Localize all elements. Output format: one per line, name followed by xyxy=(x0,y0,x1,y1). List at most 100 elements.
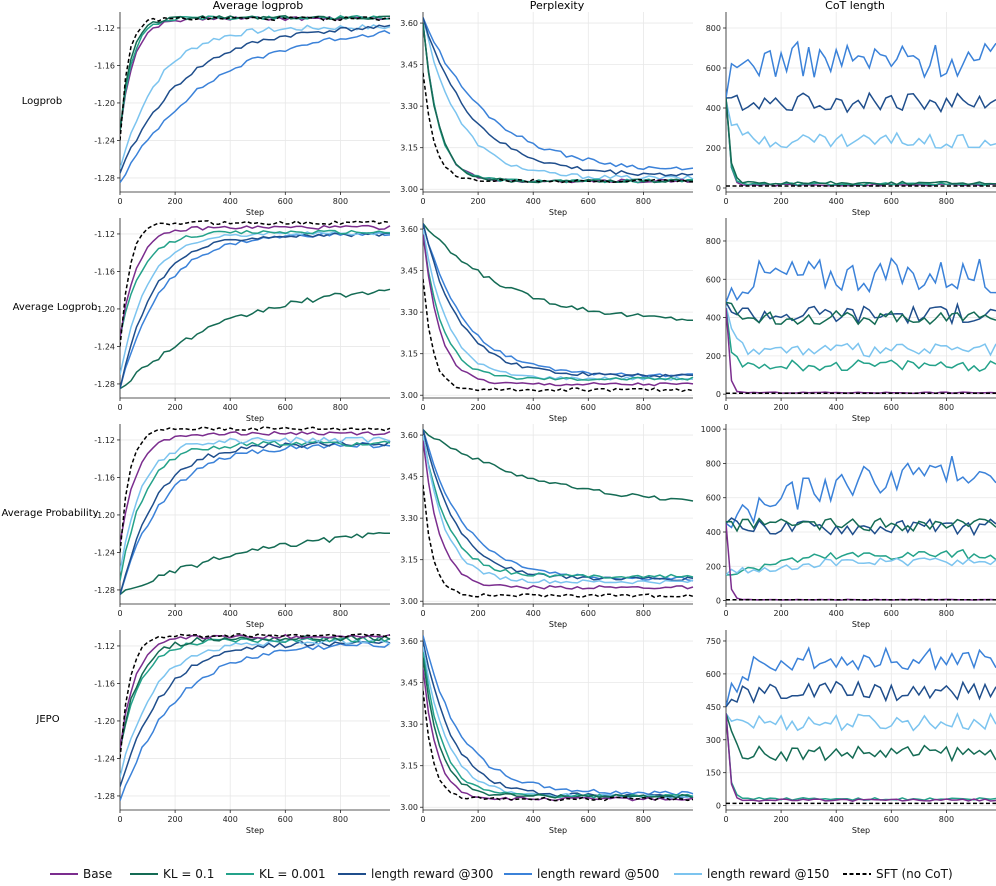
legend-item-lr150: length reward @150 xyxy=(674,867,829,881)
x-tick-label: 400 xyxy=(223,197,238,206)
series-line-lr500 xyxy=(726,257,996,303)
series-line-lr500 xyxy=(120,29,391,184)
x-tick-label: 400 xyxy=(829,403,844,412)
y-tick-label: -1.12 xyxy=(94,642,115,651)
y-tick-label: -1.12 xyxy=(94,24,115,33)
x-axis-label: Step xyxy=(246,620,264,629)
series-line-lr300 xyxy=(726,517,996,537)
x-tick-label: 400 xyxy=(526,403,541,412)
y-tick-label: 3.15 xyxy=(400,762,418,771)
series-line-lr150 xyxy=(120,23,391,169)
y-tick-label: -1.24 xyxy=(94,136,115,145)
y-tick-label: -1.20 xyxy=(94,99,115,108)
series-line-sft xyxy=(120,15,391,141)
series-line-lr500 xyxy=(423,429,694,582)
chart-panel: 0 200 400 600 800 0 150 300 450 600 750 Step xyxy=(706,630,996,835)
x-tick-label: 400 xyxy=(223,403,238,412)
row-label-average-logprob: Average Logprob xyxy=(13,302,98,313)
y-tick-label: 3.45 xyxy=(400,61,418,70)
series-line-kl01 xyxy=(120,634,391,750)
x-tick-label: 800 xyxy=(939,197,954,206)
series-line-kl01 xyxy=(726,517,996,533)
series-line-kl01 xyxy=(726,301,996,326)
x-tick-label: 0 xyxy=(723,609,728,618)
legend-label: Base xyxy=(83,867,112,881)
y-tick-label: 3.60 xyxy=(400,431,418,440)
chart-panel: 0 200 400 600 800 -1.28 -1.24 -1.20 -1.16 -1.12 St… xyxy=(94,218,391,423)
chart-panel: 0 200 400 600 800 3.00 3.15 3.30 3.45 3.60 Step xyxy=(400,218,694,423)
series-line-lr300 xyxy=(726,91,996,114)
x-axis-label: Step xyxy=(246,208,264,217)
series-line-kl01 xyxy=(726,97,996,186)
series-line-base xyxy=(423,668,694,802)
y-tick-label: -1.28 xyxy=(94,380,115,389)
chart-panel: 0 200 400 600 800 0 200 400 600 800 1000 Step xyxy=(701,424,996,629)
series-line-lr500 xyxy=(423,17,694,171)
series-line-kl0001 xyxy=(726,307,996,372)
x-tick-label: 800 xyxy=(636,197,651,206)
x-tick-label: 800 xyxy=(939,609,954,618)
x-tick-label: 0 xyxy=(117,609,122,618)
series-line-lr300 xyxy=(120,640,391,787)
y-tick-label: 3.15 xyxy=(400,144,418,153)
y-tick-label: -1.28 xyxy=(94,174,115,183)
x-tick-label: 600 xyxy=(581,403,596,412)
y-tick-label: 3.60 xyxy=(400,19,418,28)
y-tick-label: -1.20 xyxy=(94,717,115,726)
x-tick-label: 800 xyxy=(333,403,348,412)
x-axis-label: Step xyxy=(852,620,870,629)
x-tick-label: 200 xyxy=(167,815,182,824)
legend-item-kl0001: KL = 0.001 xyxy=(226,867,326,881)
legend: Base KL = 0.1 KL = 0.001 length reward @300… xyxy=(50,867,953,881)
y-tick-label: 3.30 xyxy=(400,514,418,523)
legend-item-base: Base xyxy=(50,867,112,881)
x-tick-label: 600 xyxy=(278,197,293,206)
series-line-lr500 xyxy=(726,40,996,99)
series-line-kl01 xyxy=(120,288,391,390)
y-tick-label: 800 xyxy=(706,237,721,246)
series-line-lr300 xyxy=(423,640,694,799)
x-tick-label: 600 xyxy=(581,815,596,824)
series-line-kl0001 xyxy=(423,234,694,381)
x-tick-label: 200 xyxy=(470,403,485,412)
series-line-lr300 xyxy=(726,680,996,708)
x-axis-label: Step xyxy=(549,414,567,423)
y-tick-label: 3.15 xyxy=(400,556,418,565)
legend-label: KL = 0.001 xyxy=(259,867,326,881)
series-line-sft xyxy=(423,278,694,393)
x-tick-label: 0 xyxy=(117,197,122,206)
axis-frame xyxy=(119,218,390,399)
series-line-lr300 xyxy=(423,223,694,378)
x-tick-label: 400 xyxy=(829,197,844,206)
y-tick-label: 3.15 xyxy=(400,350,418,359)
x-tick-label: 800 xyxy=(333,815,348,824)
series-line-kl0001 xyxy=(423,652,694,799)
series-line-sft xyxy=(423,484,694,599)
series-line-base xyxy=(726,97,996,187)
x-axis-label: Step xyxy=(246,826,264,835)
x-axis-label: Step xyxy=(549,826,567,835)
y-tick-label: 400 xyxy=(706,104,721,113)
y-tick-label: 0 xyxy=(716,184,721,193)
series-line-base xyxy=(120,15,391,132)
x-tick-label: 800 xyxy=(333,609,348,618)
y-tick-label: 150 xyxy=(706,769,721,778)
x-tick-label: 400 xyxy=(829,815,844,824)
series-line-lr300 xyxy=(423,429,694,582)
y-tick-label: -1.28 xyxy=(94,586,115,595)
legend-item-sft: SFT (no CoT) xyxy=(843,867,953,881)
x-tick-label: 0 xyxy=(117,403,122,412)
legend-label: length reward @300 xyxy=(371,867,493,881)
series-line-lr300 xyxy=(120,232,391,389)
series-line-lr150 xyxy=(120,637,391,778)
y-tick-label: -1.28 xyxy=(94,792,115,801)
y-tick-label: 600 xyxy=(706,494,721,503)
column-title-cot-length: CoT length xyxy=(825,0,885,12)
x-tick-label: 400 xyxy=(829,609,844,618)
row-label-jepo: JEPO xyxy=(35,714,59,725)
y-tick-label: -1.24 xyxy=(94,754,115,763)
series-line-kl01 xyxy=(423,223,694,322)
x-tick-label: 800 xyxy=(939,815,954,824)
series-line-base xyxy=(120,633,391,750)
